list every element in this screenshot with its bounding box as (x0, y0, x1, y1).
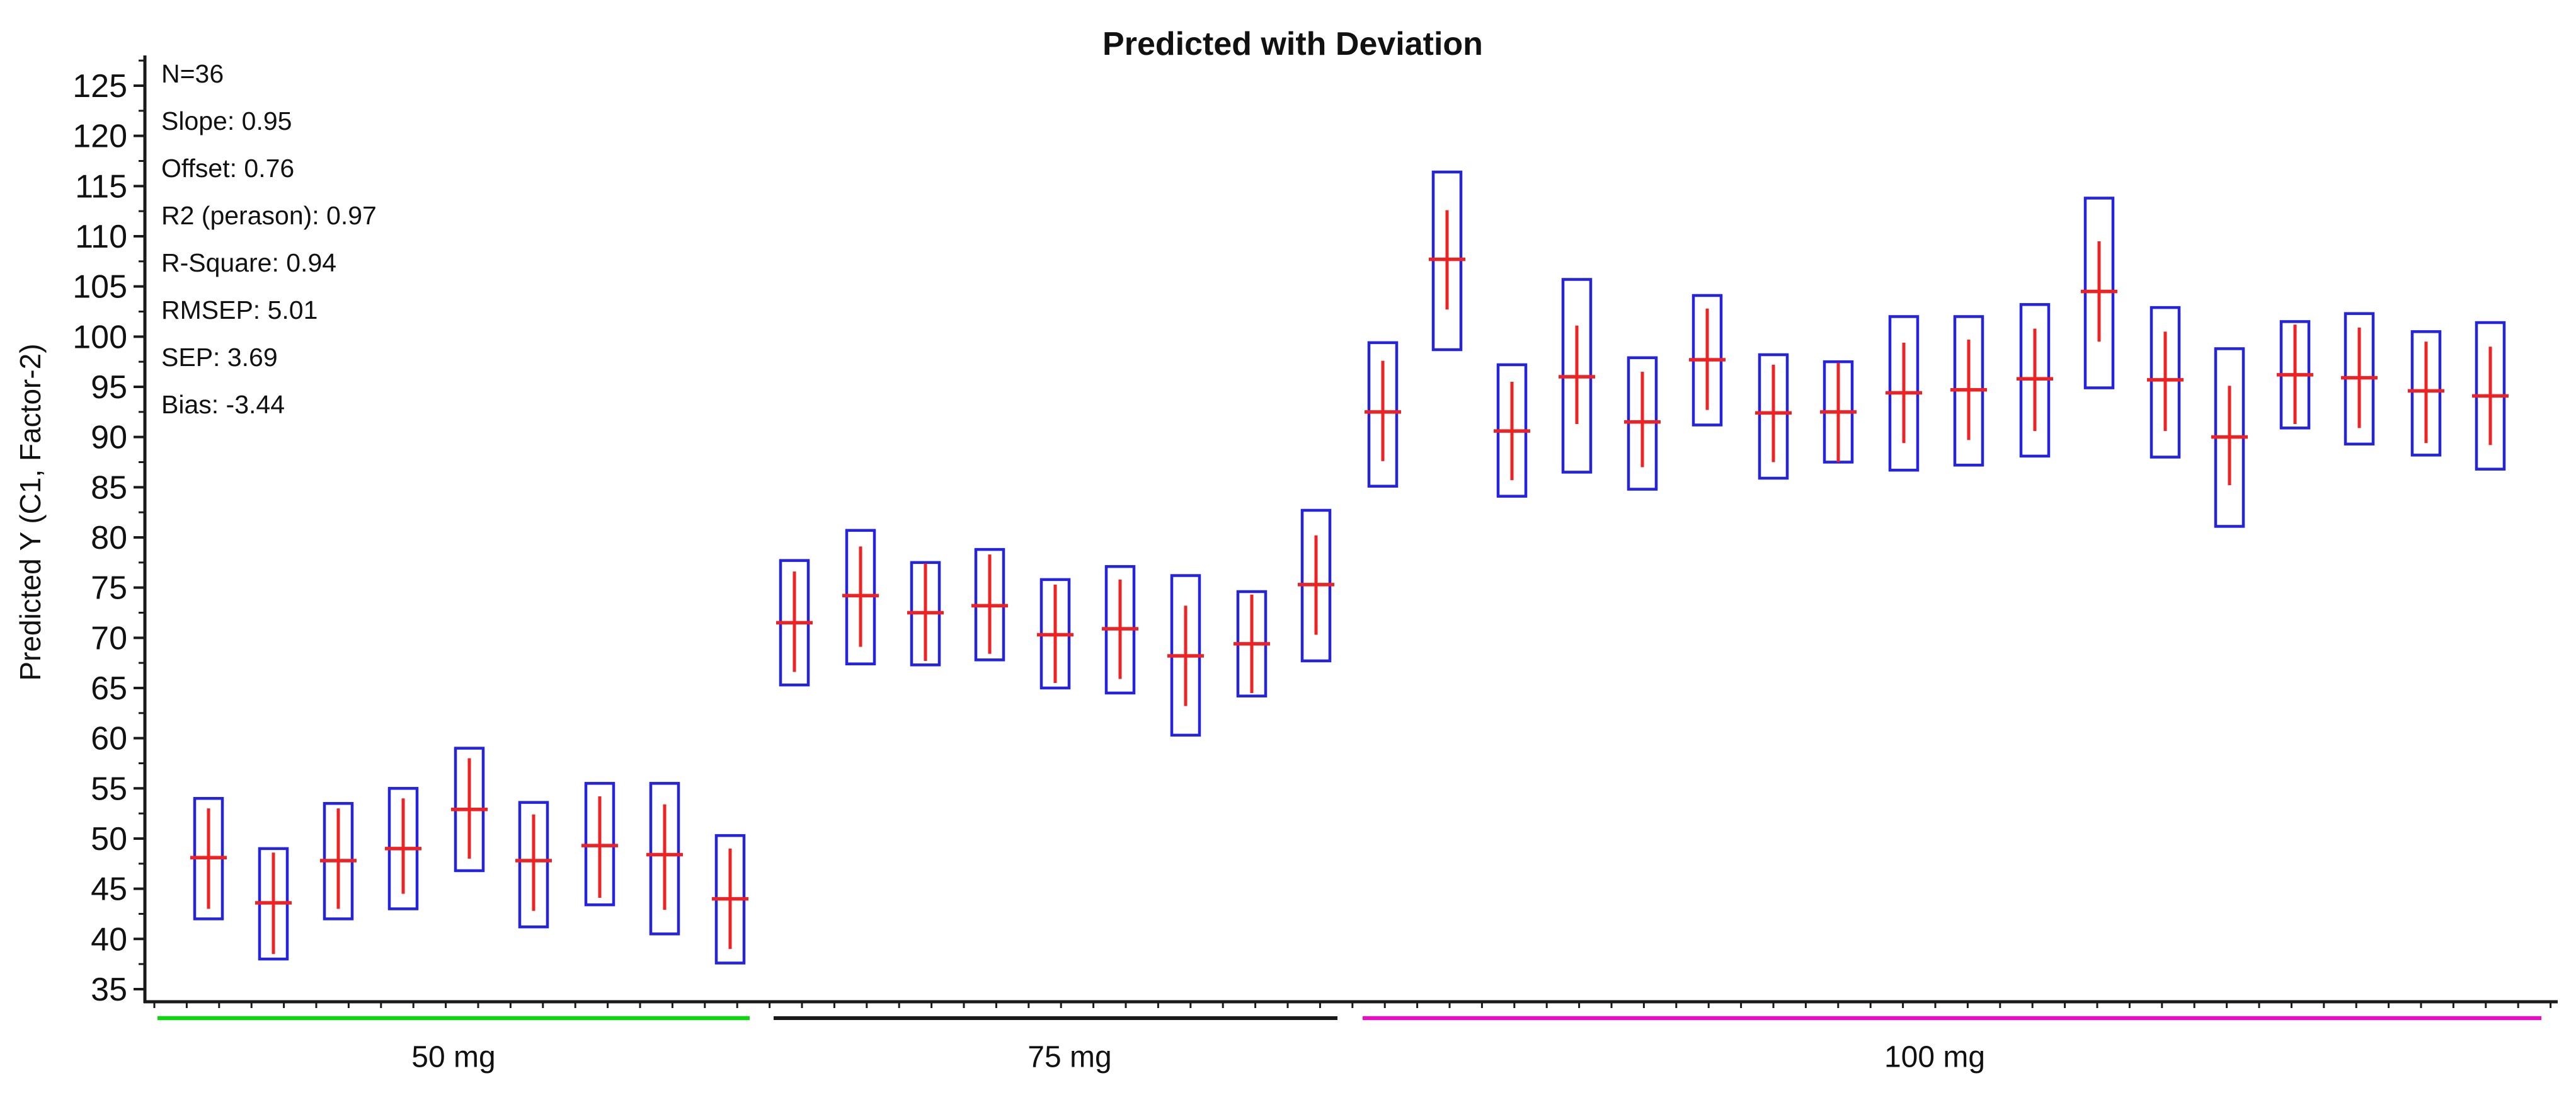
stats-annotation-block: N=36 Slope: 0.95 Offset: 0.76 R2 (perason):… (161, 50, 377, 428)
box-sample (1755, 353, 1792, 480)
box-sample (190, 796, 227, 920)
box-sample (2341, 312, 2378, 446)
y-tick-label: 50 (91, 821, 127, 857)
y-tick-label: 100 (72, 319, 127, 355)
y-tick-label: 90 (91, 420, 127, 456)
box-sample (1365, 341, 1401, 488)
box-sample (1886, 315, 1922, 472)
box-sample (581, 782, 618, 907)
box-sample (2472, 321, 2509, 471)
deviation-box (2410, 330, 2442, 457)
y-tick-label: 85 (91, 469, 127, 506)
box-sample (1102, 565, 1138, 695)
stats-line: Bias: -3.44 (161, 390, 285, 419)
y-tick-label: 80 (91, 520, 127, 556)
box-sample (1820, 360, 1857, 464)
y-tick-label: 45 (91, 871, 127, 908)
stats-line: Offset: 0.76 (161, 154, 295, 183)
box-sample (1689, 294, 1726, 427)
box-sample (2017, 303, 2053, 458)
box-sample (1950, 315, 1987, 467)
box-sample (712, 834, 748, 965)
box-sample (1298, 508, 1334, 663)
y-tick-label: 120 (72, 118, 127, 155)
stats-line: R-Square: 0.94 (161, 248, 337, 277)
box-sample (385, 787, 421, 910)
y-tick-label: 40 (91, 921, 127, 958)
box-sample (2211, 347, 2248, 528)
box-sample (646, 782, 683, 936)
deviation-box (518, 801, 549, 929)
box-sample (2277, 320, 2313, 430)
deviation-box (649, 782, 680, 936)
box-sample (1167, 574, 1204, 737)
box-sample (2408, 330, 2444, 457)
box-sample (907, 561, 944, 667)
chart-title: Predicted with Deviation (1102, 26, 1483, 62)
y-tick-label: 75 (91, 570, 127, 607)
stats-line: RMSEP: 5.01 (161, 295, 318, 324)
box-sample (842, 529, 879, 665)
stats-line: N=36 (161, 59, 224, 88)
box-sample (255, 847, 292, 961)
y-tick-label: 95 (91, 369, 127, 406)
stats-line: R2 (perason): 0.97 (161, 201, 377, 230)
box-sample (1234, 590, 1270, 697)
y-tick-label: 65 (91, 670, 127, 707)
box-sample (1624, 356, 1661, 491)
deviation-box (1758, 353, 1789, 480)
deviation-box (1367, 341, 1399, 488)
box-sample (971, 548, 1008, 662)
box-sample (776, 559, 813, 687)
stats-line: SEP: 3.69 (161, 343, 278, 372)
y-tick-label: 55 (91, 771, 127, 807)
box-sample (1429, 170, 1465, 352)
box-sample (2147, 306, 2184, 459)
y-tick-label: 70 (91, 620, 127, 656)
box-sample (515, 801, 552, 929)
deviation-box (2150, 306, 2181, 459)
box-sample (1037, 578, 1073, 690)
y-tick-label: 105 (72, 269, 127, 306)
y-tick-label: 35 (91, 972, 127, 1008)
x-group-label-100mg: 100 mg (1884, 1040, 1986, 1074)
y-tick-label: 125 (72, 68, 127, 105)
y-tick-label: 110 (75, 219, 127, 255)
x-group-label-75mg: 75 mg (1028, 1040, 1112, 1074)
box-sample (2081, 197, 2117, 389)
box-sample (320, 801, 357, 920)
y-tick-label: 60 (91, 721, 127, 757)
y-tick-label: 115 (75, 168, 127, 205)
box-sample (451, 747, 488, 873)
box-sample (1494, 363, 1530, 498)
box-sample (1559, 278, 1595, 474)
stats-line: Slope: 0.95 (161, 106, 292, 135)
x-group-label-50mg: 50 mg (411, 1040, 496, 1074)
